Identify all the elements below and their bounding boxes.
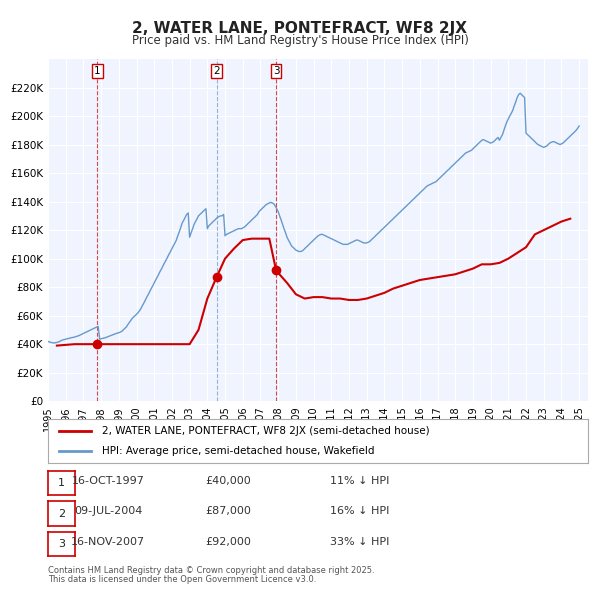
Text: 3: 3	[58, 539, 65, 549]
Text: 2, WATER LANE, PONTEFRACT, WF8 2JX (semi-detached house): 2, WATER LANE, PONTEFRACT, WF8 2JX (semi…	[102, 427, 430, 436]
Text: 11% ↓ HPI: 11% ↓ HPI	[331, 476, 389, 486]
Text: This data is licensed under the Open Government Licence v3.0.: This data is licensed under the Open Gov…	[48, 575, 316, 584]
Text: 3: 3	[273, 66, 280, 76]
Text: HPI: Average price, semi-detached house, Wakefield: HPI: Average price, semi-detached house,…	[102, 446, 374, 455]
Text: Contains HM Land Registry data © Crown copyright and database right 2025.: Contains HM Land Registry data © Crown c…	[48, 566, 374, 575]
Text: 16-OCT-1997: 16-OCT-1997	[71, 476, 145, 486]
Text: 2: 2	[58, 509, 65, 519]
Text: 16-NOV-2007: 16-NOV-2007	[71, 537, 145, 547]
Text: 33% ↓ HPI: 33% ↓ HPI	[331, 537, 389, 547]
Text: 2, WATER LANE, PONTEFRACT, WF8 2JX: 2, WATER LANE, PONTEFRACT, WF8 2JX	[133, 21, 467, 35]
Text: 1: 1	[58, 478, 65, 488]
Text: £87,000: £87,000	[205, 506, 251, 516]
Text: 2: 2	[213, 66, 220, 76]
Text: 09-JUL-2004: 09-JUL-2004	[74, 506, 142, 516]
Text: £40,000: £40,000	[205, 476, 251, 486]
Text: 16% ↓ HPI: 16% ↓ HPI	[331, 506, 389, 516]
Text: 1: 1	[94, 66, 101, 76]
Text: £92,000: £92,000	[205, 537, 251, 547]
Text: Price paid vs. HM Land Registry's House Price Index (HPI): Price paid vs. HM Land Registry's House …	[131, 34, 469, 47]
